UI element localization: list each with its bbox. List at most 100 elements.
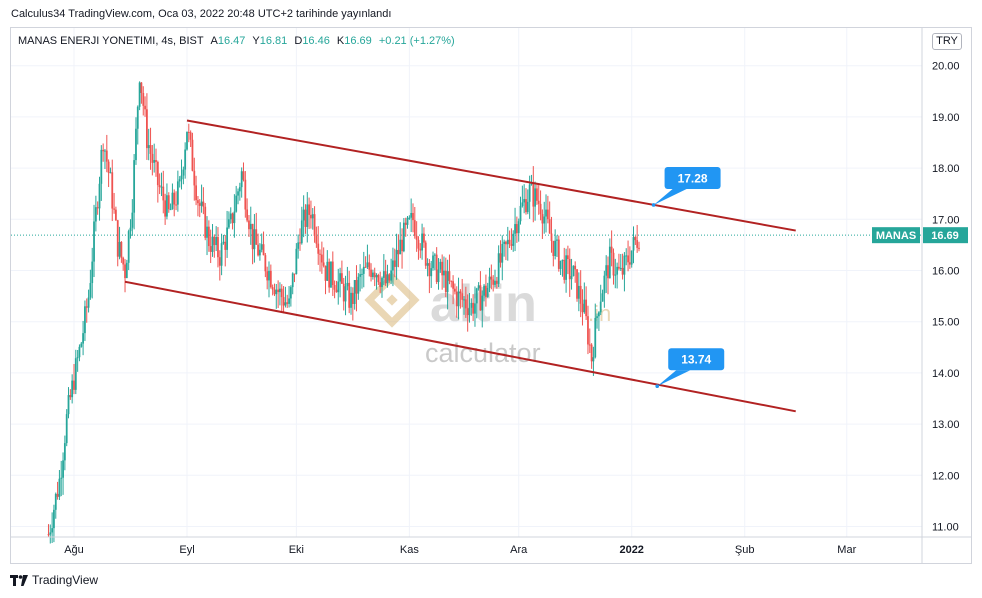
candle-body <box>56 493 59 497</box>
candle-body <box>342 283 345 302</box>
candle-body <box>453 288 456 292</box>
candle-body <box>240 171 243 188</box>
candle-body <box>402 222 405 252</box>
candle-body <box>266 271 269 281</box>
candle <box>191 132 194 172</box>
candle-body <box>464 299 467 309</box>
candle-body <box>408 217 411 219</box>
candle-body <box>308 204 310 215</box>
callout-anchor <box>651 203 656 207</box>
candle <box>494 269 496 288</box>
candle-body <box>636 240 639 248</box>
tradingview-brand[interactable]: TradingView <box>10 573 98 587</box>
x-tick-label: Mar <box>837 544 856 556</box>
candle-body <box>348 282 351 308</box>
candle <box>364 256 367 268</box>
candle <box>73 363 75 395</box>
candle-body <box>366 262 369 267</box>
candle <box>430 260 433 288</box>
candle <box>213 234 216 258</box>
candle-body <box>539 203 542 215</box>
candle-body <box>552 240 555 257</box>
candle <box>271 284 274 296</box>
candle-body <box>310 214 312 219</box>
candle-body <box>457 291 460 307</box>
candle <box>87 289 90 313</box>
candle <box>596 313 598 329</box>
candle <box>189 130 192 148</box>
candle-body <box>65 414 68 444</box>
candle-body <box>339 273 341 282</box>
candle <box>211 224 214 257</box>
candle-body <box>255 229 258 245</box>
candle <box>632 226 635 264</box>
candle-body <box>317 243 320 254</box>
candle-body <box>295 248 298 275</box>
candle <box>461 278 464 308</box>
candle-body <box>361 273 363 275</box>
candle-body <box>222 241 225 244</box>
candle <box>171 183 174 210</box>
candle-body <box>355 280 358 294</box>
candle-body <box>619 267 622 269</box>
candle-body <box>280 288 283 298</box>
candle-body <box>249 223 252 230</box>
candle-body <box>151 153 154 163</box>
candle <box>446 259 449 310</box>
candle-body <box>284 302 287 306</box>
candle-body <box>220 243 223 266</box>
candle <box>497 245 500 288</box>
candle-body <box>401 239 403 252</box>
candle-body <box>514 224 516 234</box>
candle-body <box>577 285 580 299</box>
candle <box>104 148 106 170</box>
candle <box>304 204 307 234</box>
candle <box>372 269 374 280</box>
candle <box>135 117 137 165</box>
candle-body <box>231 213 234 224</box>
candle-body <box>166 195 168 217</box>
candle <box>574 261 577 283</box>
candle <box>452 275 454 305</box>
candle <box>348 270 351 314</box>
candle <box>279 282 281 306</box>
x-tick-label: 2022 <box>619 544 643 556</box>
candle-body <box>82 333 84 344</box>
candle <box>153 143 156 173</box>
candle <box>54 492 57 519</box>
candle <box>187 123 190 143</box>
currency-button[interactable]: TRY <box>932 33 962 50</box>
candle-body <box>63 443 66 461</box>
candle-body <box>127 231 130 263</box>
candle-body <box>630 250 633 265</box>
candle-body <box>200 201 203 206</box>
candle <box>563 247 566 284</box>
candle <box>598 311 600 331</box>
candle <box>151 144 154 176</box>
candle <box>238 182 241 201</box>
candle-body <box>51 528 54 533</box>
price-tag-value: 16.69 <box>931 230 959 242</box>
candle-body <box>286 302 289 304</box>
candle-body <box>627 255 629 263</box>
candle-body <box>218 257 221 266</box>
candle <box>368 254 371 277</box>
candle-body <box>501 243 504 263</box>
legend-low: 16.46 <box>302 35 330 47</box>
y-tick-label: 16.00 <box>932 266 960 278</box>
legend-symbol: MANAS ENERJI YONETIMI, 4s, BIST <box>18 35 204 47</box>
candle <box>565 248 567 293</box>
candle <box>608 238 611 279</box>
candle <box>397 234 400 268</box>
candle <box>351 287 354 321</box>
candle <box>122 256 125 271</box>
candle <box>576 269 578 302</box>
candle-body <box>608 246 611 279</box>
callout-label: 17.28 <box>678 171 708 185</box>
candle <box>337 268 340 305</box>
candle <box>355 265 358 312</box>
candle <box>486 282 489 298</box>
candle <box>330 261 332 288</box>
candle <box>127 229 130 271</box>
